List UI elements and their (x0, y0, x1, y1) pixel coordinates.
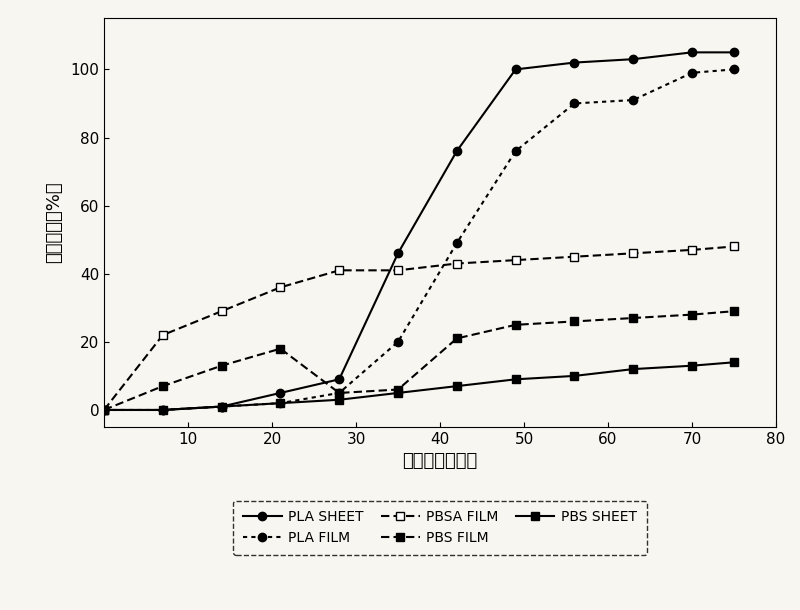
Y-axis label: 生分解率［%］: 生分解率［%］ (46, 182, 63, 264)
X-axis label: 经过日数（日）: 经过日数（日） (402, 453, 478, 470)
Legend: PLA SHEET, PLA FILM, PBSA FILM, PBS FILM, PBS SHEET: PLA SHEET, PLA FILM, PBSA FILM, PBS FILM… (233, 501, 647, 555)
